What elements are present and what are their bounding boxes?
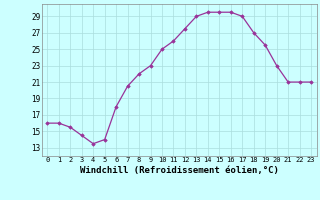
X-axis label: Windchill (Refroidissement éolien,°C): Windchill (Refroidissement éolien,°C): [80, 166, 279, 175]
